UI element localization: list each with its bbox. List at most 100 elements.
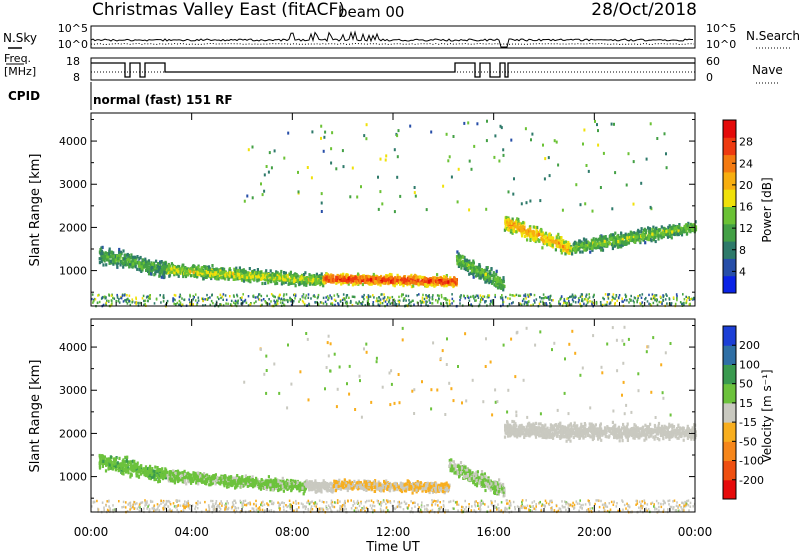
heatmap-cell: [449, 302, 451, 304]
heatmap-cell: [173, 303, 175, 305]
heatmap-cell: [500, 296, 502, 298]
heatmap-cell: [257, 296, 259, 298]
heatmap-cell: [685, 296, 687, 298]
heatmap-cell: [117, 296, 119, 298]
heatmap-cell: [366, 123, 368, 126]
heatmap-cell: [437, 294, 439, 296]
heatmap-cell: [313, 282, 315, 285]
heatmap-cell: [306, 294, 308, 296]
heatmap-cell: [603, 298, 605, 300]
heatmap-cell: [681, 303, 683, 305]
heatmap-cell: [258, 271, 260, 274]
heatmap-cell: [236, 270, 238, 273]
heatmap-cell: [192, 303, 194, 305]
heatmap-cell: [502, 148, 504, 151]
heatmap-cell: [541, 246, 543, 249]
heatmap-cell: [134, 259, 136, 262]
heatmap-cell: [556, 141, 558, 144]
heatmap-cell: [136, 474, 138, 477]
heatmap-cell: [225, 294, 227, 296]
heatmap-cell: [302, 296, 304, 298]
heatmap-cell: [552, 244, 554, 247]
heatmap-cell: [123, 300, 125, 302]
y-tick-label: 1000: [59, 265, 87, 278]
heatmap-cell: [665, 298, 667, 300]
heatmap-cell: [133, 460, 135, 463]
heatmap-cell: [396, 176, 398, 179]
heatmap-cell: [526, 301, 528, 303]
nave-tick-bottom: 0: [706, 71, 713, 84]
heatmap-cell: [629, 239, 631, 242]
colorbar-tick-label: 20: [739, 179, 753, 192]
heatmap-cell: [158, 477, 160, 480]
heatmap-cell: [312, 274, 314, 277]
heatmap-cell: [164, 467, 166, 470]
heatmap-cell: [380, 283, 382, 286]
heatmap-cell: [523, 294, 525, 296]
heatmap-cell: [222, 296, 224, 298]
heatmap-cell: [526, 238, 528, 241]
heatmap-cell: [488, 279, 490, 282]
heatmap-cell: [523, 298, 525, 300]
heatmap-cell: [647, 226, 649, 229]
freq-panel-frame: [91, 58, 695, 80]
heatmap-cell: [521, 202, 523, 205]
heatmap-cell: [453, 135, 455, 138]
heatmap-cell: [399, 195, 401, 198]
heatmap-cell: [469, 160, 471, 163]
colorbar-tick-label: 28: [739, 136, 753, 149]
heatmap-cell: [478, 263, 480, 266]
heatmap-cell: [153, 470, 155, 473]
heatmap-cell: [118, 468, 120, 471]
heatmap-cell: [473, 297, 475, 299]
heatmap-cell: [358, 302, 360, 304]
heatmap-cell: [204, 267, 206, 270]
heatmap-cell: [206, 294, 208, 296]
colorbar-tick-label: 16: [739, 201, 753, 214]
heatmap-cell: [262, 193, 264, 196]
heatmap-cell: [263, 298, 265, 300]
heatmap-cell: [117, 465, 119, 468]
heatmap-cell: [418, 293, 420, 295]
nsky-panel-frame: [91, 26, 695, 48]
heatmap-cell: [529, 239, 531, 242]
heatmap-cell: [313, 295, 315, 297]
heatmap-cell: [633, 160, 635, 163]
heatmap-cell: [124, 294, 126, 296]
heatmap-cell: [611, 207, 613, 210]
heatmap-cell: [254, 302, 256, 304]
heatmap-cell: [283, 281, 285, 284]
heatmap-cell: [307, 166, 309, 169]
heatmap-cell: [128, 300, 130, 302]
heatmap-cell: [674, 227, 676, 230]
heatmap-cell: [283, 278, 285, 281]
heatmap-cell: [611, 299, 613, 301]
heatmap-cell: [391, 302, 393, 304]
heatmap-cell: [344, 278, 346, 281]
heatmap-cell: [173, 271, 175, 274]
heatmap-cell: [536, 298, 538, 300]
heatmap-cell: [243, 271, 245, 274]
heatmap-cell: [563, 241, 565, 244]
heatmap-cell: [347, 294, 349, 296]
heatmap-cell: [153, 473, 155, 476]
heatmap-cell: [594, 120, 596, 123]
heatmap-cell: [355, 301, 357, 303]
heatmap-cell: [360, 185, 362, 188]
heatmap-cell: [549, 295, 551, 297]
heatmap-cell: [143, 295, 145, 297]
heatmap-cell: [157, 466, 159, 469]
heatmap-cell: [216, 277, 218, 280]
heatmap-cell: [394, 148, 396, 151]
heatmap-cell: [320, 301, 322, 303]
nave-tick-top: 60: [706, 55, 720, 68]
heatmap-cell: [370, 296, 372, 298]
heatmap-cell: [215, 271, 217, 274]
heatmap-cell: [99, 455, 101, 458]
heatmap-cell: [348, 297, 350, 299]
heatmap-cell: [111, 295, 113, 297]
heatmap-cell: [684, 298, 686, 300]
heatmap-cell: [126, 301, 128, 303]
heatmap-cell: [552, 299, 554, 301]
